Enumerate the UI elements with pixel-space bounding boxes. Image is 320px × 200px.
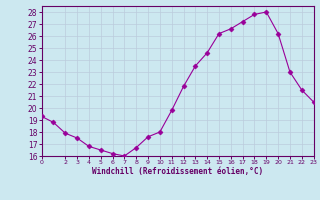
X-axis label: Windchill (Refroidissement éolien,°C): Windchill (Refroidissement éolien,°C) [92,167,263,176]
